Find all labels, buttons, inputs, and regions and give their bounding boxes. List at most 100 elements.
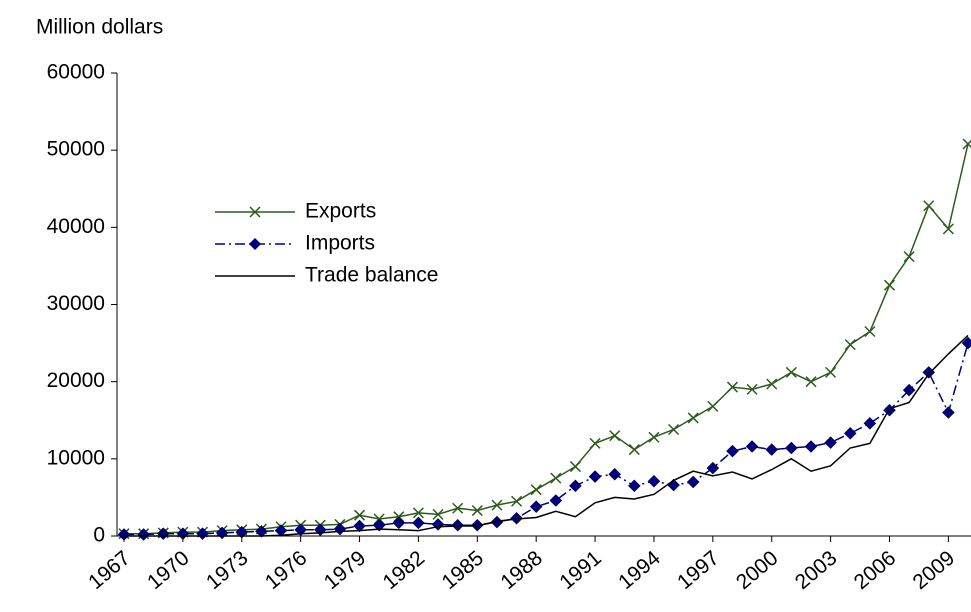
- data-point: [294, 523, 308, 537]
- data-point: [784, 441, 798, 455]
- y-tick-label: 40000: [47, 215, 105, 238]
- legend-label: Exports: [305, 200, 376, 223]
- data-point: [706, 461, 720, 475]
- data-point: [589, 437, 601, 449]
- data-point: [354, 509, 366, 521]
- data-point: [117, 528, 131, 541]
- data-point: [431, 518, 445, 531]
- data-point: [628, 444, 640, 456]
- x-tick-label: 1988: [496, 546, 547, 594]
- data-point: [923, 200, 935, 212]
- data-point: [569, 461, 581, 473]
- data-point: [470, 518, 484, 532]
- data-point: [668, 423, 680, 436]
- data-point: [529, 500, 543, 514]
- x-tick-label: 1982: [379, 546, 430, 594]
- data-point: [961, 336, 971, 350]
- data-point: [313, 523, 327, 537]
- data-point: [785, 366, 797, 378]
- data-point: [844, 339, 856, 351]
- y-tick-label: 30000: [47, 292, 105, 315]
- data-point: [942, 406, 955, 419]
- data-point: [648, 431, 660, 443]
- y-axis-label: Million dollars: [36, 16, 163, 39]
- data-point: [235, 525, 249, 539]
- data-point: [686, 475, 700, 489]
- x-tick-label: 1976: [261, 546, 312, 594]
- data-point: [412, 516, 425, 530]
- data-point: [805, 376, 817, 388]
- data-point: [765, 443, 779, 456]
- data-point: [824, 436, 837, 449]
- x-tick-label: 1973: [202, 546, 253, 594]
- series-line: [124, 143, 969, 535]
- data-point: [707, 400, 719, 412]
- x-tick-label: 2003: [791, 546, 842, 594]
- legend-marker: [249, 206, 261, 218]
- data-point: [432, 508, 444, 520]
- data-point: [687, 412, 699, 424]
- data-point: [137, 528, 150, 541]
- data-point: [902, 383, 916, 397]
- x-tick-label: 1985: [438, 546, 489, 594]
- legend-label: Trade balance: [305, 264, 438, 287]
- data-point: [766, 378, 778, 390]
- x-tick-label: 2009: [909, 546, 960, 594]
- y-tick-label: 50000: [47, 138, 105, 161]
- x-tick-label: 1997: [673, 546, 724, 594]
- data-point: [883, 279, 896, 291]
- data-point: [903, 251, 915, 263]
- data-point: [255, 525, 268, 538]
- y-tick-label: 0: [93, 524, 105, 547]
- data-point: [392, 516, 406, 530]
- data-point: [569, 479, 582, 493]
- x-tick-label: 1991: [555, 546, 606, 594]
- data-point: [215, 526, 229, 540]
- data-point: [491, 499, 503, 511]
- data-point: [942, 223, 954, 235]
- series-line: [124, 342, 969, 536]
- series-line: [124, 334, 969, 537]
- x-tick-label: 1967: [84, 546, 135, 594]
- x-tick-label: 1979: [320, 546, 371, 594]
- y-tick-label: 20000: [47, 369, 105, 392]
- data-point: [511, 495, 523, 507]
- data-point: [804, 440, 818, 453]
- y-tick-label: 10000: [47, 446, 105, 469]
- data-point: [825, 366, 837, 378]
- x-tick-label: 1994: [614, 546, 665, 594]
- data-point: [451, 518, 465, 532]
- data-point: [843, 427, 857, 440]
- data-point: [176, 527, 190, 541]
- data-point: [863, 416, 877, 430]
- x-tick-label: 2006: [850, 546, 901, 594]
- data-point: [726, 381, 738, 393]
- data-point: [550, 472, 562, 484]
- legend-label: Imports: [305, 232, 375, 255]
- data-point: [412, 507, 424, 519]
- data-point: [922, 366, 936, 379]
- data-point: [745, 440, 759, 453]
- y-tick-label: 60000: [47, 61, 105, 84]
- data-point: [726, 444, 739, 458]
- data-point: [647, 474, 661, 488]
- data-point: [746, 383, 758, 395]
- data-point: [609, 430, 621, 442]
- data-point: [627, 479, 641, 493]
- data-point: [530, 484, 542, 496]
- data-point: [471, 505, 483, 517]
- data-point: [608, 467, 622, 481]
- x-tick-label: 1970: [143, 546, 194, 594]
- data-point: [274, 524, 288, 537]
- data-point: [452, 502, 464, 514]
- data-point: [864, 325, 876, 338]
- data-point: [549, 494, 563, 507]
- data-point: [962, 138, 971, 150]
- data-point: [372, 518, 386, 532]
- data-point: [588, 470, 602, 483]
- x-tick-label: 2000: [732, 546, 783, 594]
- data-point: [353, 519, 366, 533]
- legend-marker: [249, 238, 261, 250]
